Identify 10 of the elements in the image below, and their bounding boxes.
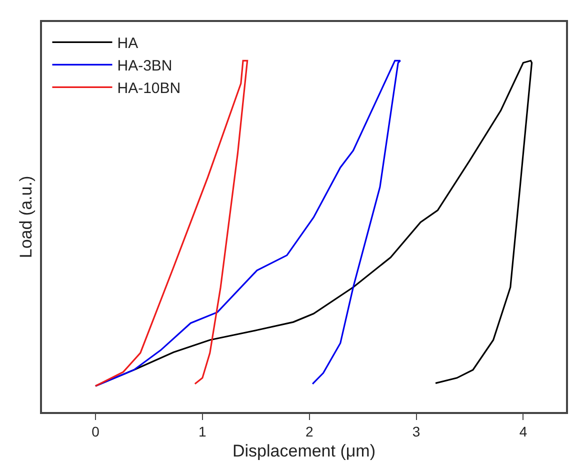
y-axis-title: Load (a.u.) [16,176,36,258]
x-tick-label: 3 [412,424,420,440]
x-axis-title: Displacement (μm) [232,441,376,460]
x-tick-label: 1 [198,424,207,440]
x-tick-label: 0 [92,424,100,440]
legend-label: HA-3BN [117,58,172,74]
legend-label: HA-10BN [117,80,181,97]
x-tick-label: 4 [519,424,528,440]
x-tick-label: 2 [305,424,314,440]
legend-label: HA [117,35,138,52]
